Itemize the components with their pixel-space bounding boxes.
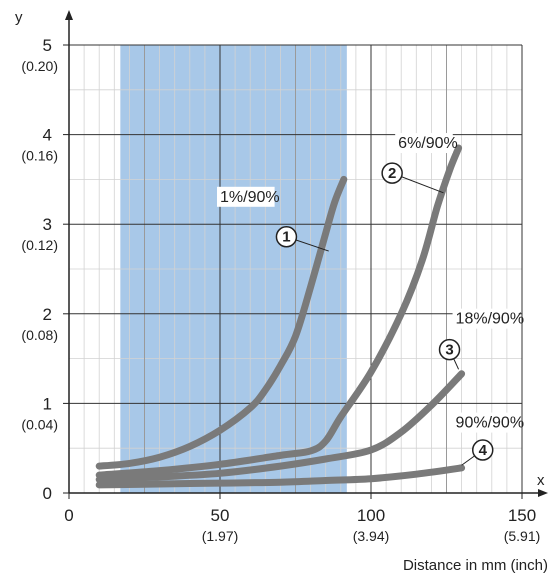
series-line-4: [95, 464, 466, 489]
series-marker-number: 2: [388, 165, 396, 182]
series-marker-number: 1: [282, 229, 290, 246]
x-tick-label: 100: [357, 506, 385, 525]
series-marker-number: 3: [445, 342, 453, 359]
x-tick-label: 0: [64, 506, 73, 525]
y-tick-sublabel: (0.16): [21, 148, 58, 164]
y-axis-arrow: [65, 10, 73, 20]
series-marker-circle: [471, 439, 494, 461]
x-tick-label: 50: [211, 506, 230, 525]
series-label-bg: [395, 133, 453, 154]
series-label-1: 1%/90%: [220, 189, 280, 206]
y-tick-label: 5: [43, 36, 52, 55]
y-tick-label: 4: [43, 126, 52, 145]
series-marker-number: 4: [479, 442, 488, 459]
series-marker-circle: [438, 338, 461, 361]
series-line-1: [95, 175, 348, 470]
x-tick-sublabel: (3.94): [353, 528, 390, 544]
x-axis-arrow: [538, 489, 548, 497]
series-line-2: [95, 144, 463, 479]
series-label-bg: [452, 412, 519, 433]
x-tick-label: 150: [508, 506, 536, 525]
x-axis-title: Distance in mm (inch): [403, 557, 548, 574]
x-tick-sublabel: (5.91): [504, 528, 541, 544]
label-layer: 1%/90% 1 6%/90%2 18%/90%3 90%/90% 4: [217, 133, 525, 466]
series-label-bg: [452, 308, 519, 329]
grid-layer: [69, 44, 523, 493]
series-line-3: [95, 370, 466, 484]
y-tick-sublabel: (0.08): [21, 327, 58, 343]
series-label-3: 18%/90%: [456, 311, 525, 328]
y-tick-label: 3: [43, 215, 52, 234]
y-tick-sublabel: (0.12): [21, 237, 58, 253]
y-tick-label: 1: [43, 394, 52, 413]
y-axis-letter: y: [15, 9, 23, 26]
series-label-bg: [217, 186, 275, 207]
series-layer: [95, 144, 466, 489]
series-marker-circle: [275, 225, 298, 248]
x-tick-sublabel: (1.97): [202, 528, 239, 544]
y-tick-sublabel: (0.04): [21, 416, 58, 432]
series-label-2: 6%/90%: [398, 135, 458, 152]
axis-layer: 0 50 (1.97) 100 (3.94) 150 (5.91) 0 1 (0.04) 2 (0.0…: [21, 10, 548, 544]
series-marker-circle: [381, 162, 403, 184]
y-tick-sublabel: (0.20): [21, 58, 58, 74]
y-tick-label: 2: [43, 305, 52, 324]
x-axis-letter: x: [537, 472, 545, 489]
y-tick-label: 0: [43, 484, 52, 503]
series-label-4: 90%/90%: [456, 415, 525, 432]
